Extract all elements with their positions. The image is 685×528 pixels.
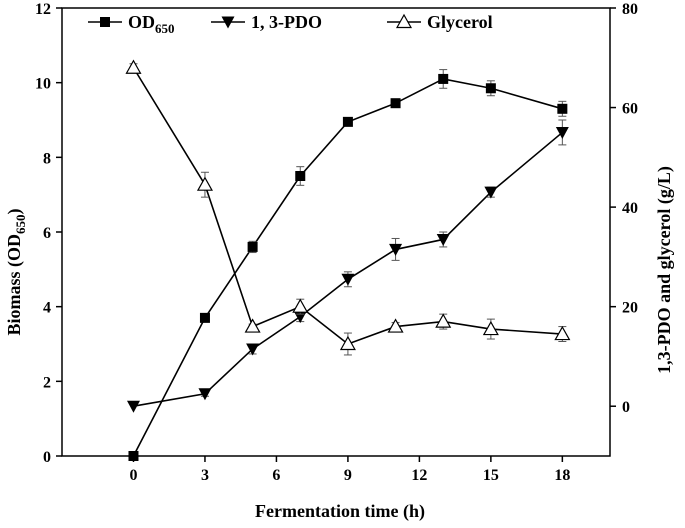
data-point [435, 313, 452, 328]
x-axis: 0 3 6 9 12 15 18 [129, 456, 570, 484]
legend-label-main: OD [128, 12, 155, 32]
data-point [389, 243, 403, 256]
legend-label: Glycerol [427, 12, 493, 32]
data-point [128, 451, 139, 461]
data-point [198, 388, 212, 401]
x-tick-label: 0 [129, 467, 137, 484]
data-point [246, 343, 260, 356]
left-y-axis-title-tail: ) [4, 208, 25, 214]
data-point [292, 298, 309, 313]
data-point [387, 318, 404, 333]
series-layer [125, 59, 571, 461]
data-point [339, 335, 356, 351]
series-1-3-pdo [126, 119, 569, 413]
series-line [132, 67, 563, 345]
legend-marker [100, 17, 110, 27]
legend-marker [395, 13, 413, 29]
data-point [390, 98, 401, 109]
left-y-axis-title-main: Biomass (OD [4, 234, 25, 336]
right-y-axis: 0 20 40 60 80 [610, 1, 638, 416]
x-tick-label: 18 [554, 467, 570, 484]
left-y-tick-label: 12 [35, 1, 51, 18]
data-point [482, 320, 499, 336]
legend-item-glycerol: Glycerol [387, 12, 493, 32]
left-y-tick-label: 8 [43, 150, 51, 167]
right-y-axis-title: 1,3-PDO and glycerol (g/L) [654, 166, 675, 374]
legend-label-main: Glycerol [427, 12, 493, 32]
series-glycerol [125, 59, 571, 356]
x-tick-label: 3 [201, 467, 209, 484]
data-point [436, 233, 450, 246]
x-axis-title: Fermentation time (h) [255, 501, 425, 522]
right-y-tick-label: 80 [622, 1, 638, 18]
right-y-tick-label: 0 [622, 399, 630, 416]
left-y-tick-label: 4 [43, 300, 51, 317]
data-point [341, 273, 355, 286]
data-point [244, 318, 261, 333]
x-tick-label: 9 [344, 467, 352, 484]
left-y-axis-title-sub: 650 [13, 214, 28, 234]
legend-item-1-3-pdo: 1, 3-PDO [211, 12, 322, 32]
data-point [555, 126, 569, 139]
right-y-tick-label: 60 [622, 101, 638, 118]
legend-label: OD650 [128, 12, 175, 36]
legend-label-sub: 650 [155, 21, 175, 36]
data-point [554, 325, 571, 341]
left-y-tick-label: 2 [43, 374, 51, 391]
left-y-tick-label: 0 [43, 449, 51, 466]
data-point [484, 186, 498, 199]
legend-marker [221, 16, 235, 29]
x-tick-label: 12 [411, 467, 427, 484]
plot-frame [61, 7, 611, 457]
series-od [128, 69, 568, 461]
left-y-axis-title: Biomass (OD650) [4, 208, 28, 335]
legend-item-od: OD650 [88, 12, 175, 36]
right-y-tick-label: 40 [622, 200, 638, 217]
x-tick-label: 15 [483, 467, 499, 484]
left-y-tick-label: 10 [35, 76, 51, 93]
series-line [132, 78, 563, 457]
data-point [126, 400, 140, 413]
left-y-axis: 0 2 4 6 8 10 12 [35, 1, 62, 466]
right-y-tick-label: 20 [622, 300, 638, 317]
data-point [125, 59, 142, 74]
data-point [557, 103, 568, 114]
data-point [196, 176, 213, 191]
legend-label-main: 1, 3-PDO [251, 12, 322, 32]
data-point [247, 241, 258, 252]
x-tick-label: 6 [272, 467, 280, 484]
data-point [342, 116, 353, 127]
plot-border [61, 7, 611, 457]
legend: OD650 1, 3-PDO Glycerol [88, 12, 493, 36]
data-point [295, 171, 306, 181]
data-point [485, 83, 496, 94]
left-y-tick-label: 6 [43, 225, 51, 242]
data-point [438, 73, 449, 84]
data-point [199, 312, 210, 323]
legend-label: 1, 3-PDO [251, 12, 322, 32]
